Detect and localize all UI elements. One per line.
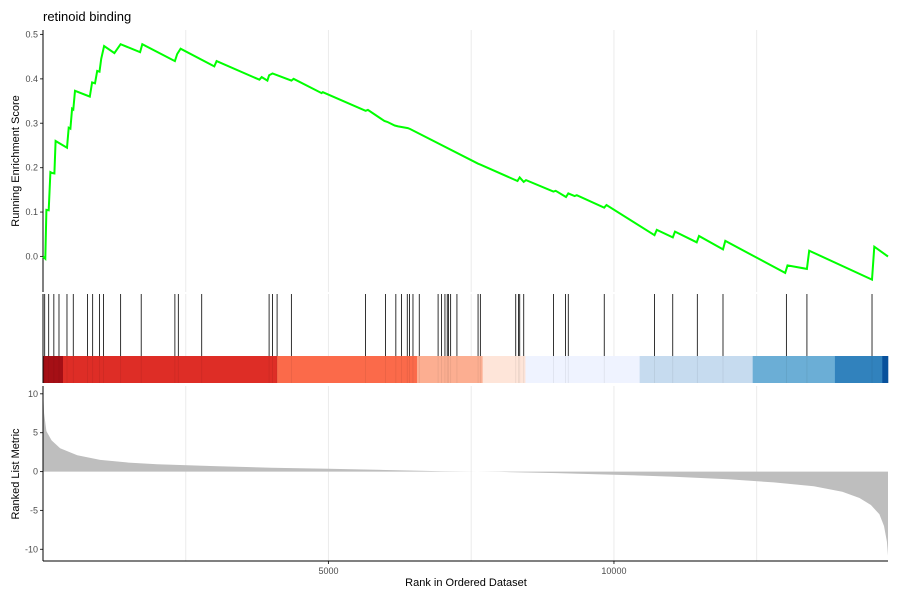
- rank-color-band: [834, 356, 883, 383]
- rank-color-bar: [43, 356, 889, 383]
- rank-color-band: [525, 356, 640, 383]
- running-score-y-tick-label: 0.5: [25, 29, 38, 39]
- ranked-metric-panel: -10 -5 0 5 10 5000 10000 Rank in Ordered Data…: [10, 386, 888, 589]
- running-score-y-tick-label: 0.2: [25, 163, 38, 173]
- chart-title: retinoid binding: [43, 9, 131, 24]
- running-score-y-tick-label: 0.1: [25, 207, 38, 217]
- rank-color-band: [62, 356, 278, 383]
- rank-color-band: [416, 356, 483, 383]
- x-tick-label: 5000: [318, 566, 338, 576]
- running-score-y-axis: 0.0 0.1 0.2 0.3 0.4 0.5: [25, 29, 43, 261]
- enrichment-score-line: [42, 42, 889, 282]
- gene-hits-gridlines: [185, 294, 758, 356]
- x-tick-label: 10000: [601, 566, 626, 576]
- running-score-y-axis-title: Running Enrichment Score: [10, 95, 22, 226]
- ranked-metric-area: [43, 389, 888, 556]
- ranked-metric-y-axis: -10 -5 0 5 10: [25, 389, 43, 554]
- x-axis-title: Rank in Ordered Dataset: [405, 577, 527, 589]
- ranked-metric-y-tick-label: -5: [30, 505, 38, 515]
- running-score-y-tick-label: 0.0: [25, 251, 38, 261]
- rank-color-band: [43, 356, 64, 383]
- ranked-metric-y-tick-label: -10: [25, 544, 38, 554]
- running-score-y-tick-label: 0.4: [25, 74, 38, 84]
- ranked-metric-y-tick-label: 10: [28, 389, 38, 399]
- gene-hit-ticks: [44, 294, 873, 356]
- rank-color-band: [882, 356, 889, 383]
- rank-color-band: [482, 356, 526, 383]
- running-score-y-tick-label: 0.3: [25, 118, 38, 128]
- rank-color-band: [277, 356, 418, 383]
- running-score-panel: 0.0 0.1 0.2 0.3 0.4 0.5 Running Enrichment Sc…: [10, 29, 889, 292]
- rank-color-band: [639, 356, 753, 383]
- ranked-metric-y-axis-title: Ranked List Metric: [10, 428, 22, 520]
- gene-hits-panel: [42, 294, 889, 383]
- ranked-metric-y-tick-label: 5: [33, 428, 38, 438]
- ranked-metric-y-tick-label: 0: [33, 467, 38, 477]
- ranked-metric-x-axis: 5000 10000: [318, 561, 626, 576]
- rank-color-band: [752, 356, 836, 383]
